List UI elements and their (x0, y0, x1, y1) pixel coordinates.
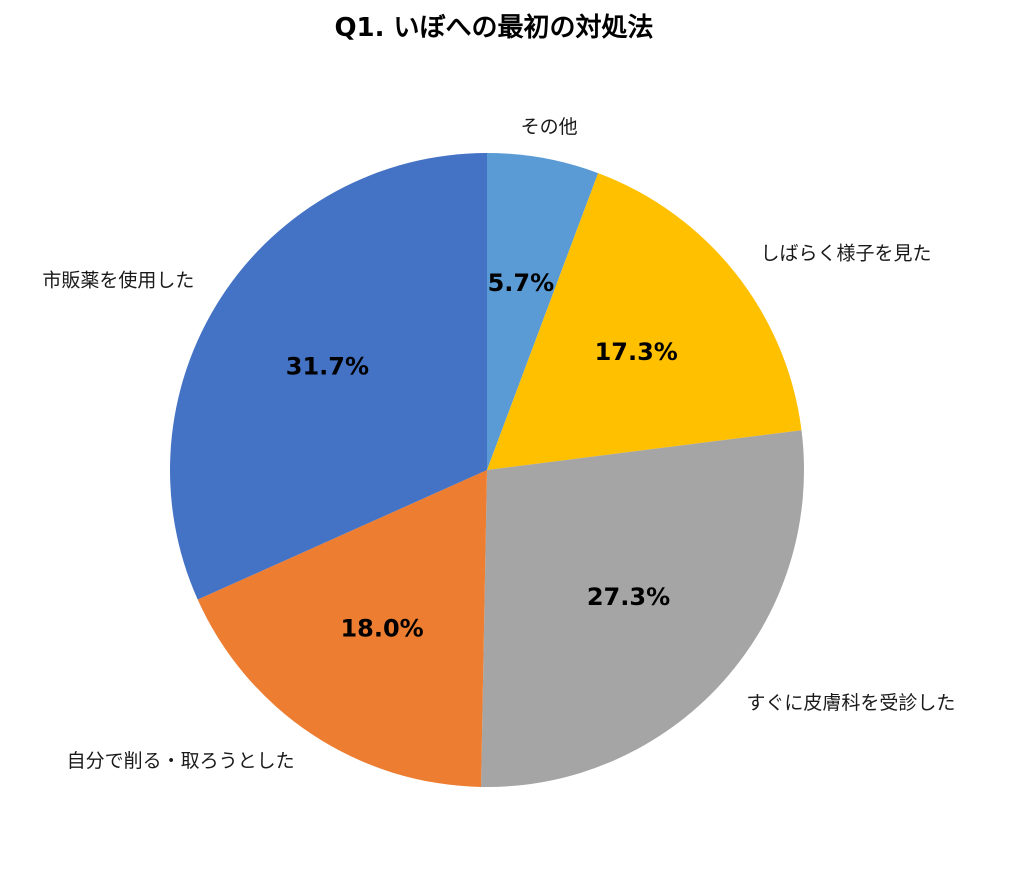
pie-percent-label-1: 17.3% (595, 338, 678, 366)
pie-slice-2 (481, 430, 804, 787)
pie-percent-label-0: 5.7% (488, 269, 555, 297)
pie-category-label-0: その他 (521, 116, 578, 138)
pie-category-label-1: しばらく様子を見た (761, 243, 932, 265)
pie-percent-label-3: 18.0% (340, 615, 423, 643)
pie-category-label-4: 市販薬を使用した (42, 269, 194, 291)
pie-slice-4 (170, 153, 487, 600)
pie-slice-0 (487, 153, 599, 470)
pie-category-label-2: すぐに皮膚科を受診した (746, 692, 955, 714)
pie-slice-1 (487, 173, 802, 471)
pie-slice-3 (197, 470, 487, 787)
pie-slices-group (170, 153, 804, 787)
pie-percent-label-4: 31.7% (286, 353, 369, 381)
pie-labels-group: 5.7% その他 17.3% しばらく様子を見た 27.3% すぐに皮膚科を受診した 18.… (42, 116, 955, 772)
pie-percent-label-2: 27.3% (587, 583, 670, 611)
chart-title: Q1. いぼへの最初の対処法 (334, 13, 653, 43)
pie-category-label-3: 自分で削る・取ろうとした (67, 750, 295, 772)
